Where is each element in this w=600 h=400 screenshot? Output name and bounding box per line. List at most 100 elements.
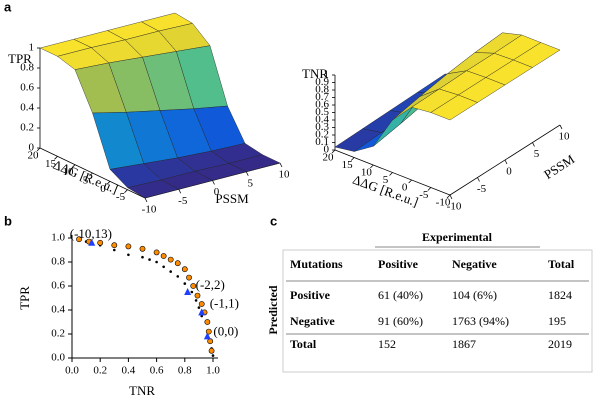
point xyxy=(160,253,167,259)
point xyxy=(139,245,146,252)
tick-mark xyxy=(532,142,535,147)
x-tick-label: 5 xyxy=(383,174,389,186)
point xyxy=(76,236,82,243)
point xyxy=(190,283,197,289)
table-header: Negative xyxy=(452,257,497,271)
point xyxy=(155,260,158,264)
point xyxy=(194,299,198,302)
tick-mark xyxy=(71,164,76,168)
tick-mark xyxy=(106,181,111,185)
x-tick-label: 0.4 xyxy=(122,365,136,377)
table-cell: 152 xyxy=(378,337,396,351)
annotation: (-2,2) xyxy=(196,277,225,292)
point xyxy=(148,258,151,261)
z-tick-label: 0.2 xyxy=(20,122,34,134)
x-tick-label: -10 xyxy=(436,197,451,209)
tick-mark xyxy=(370,164,374,169)
point xyxy=(198,308,206,316)
x-tick-label: 0.0 xyxy=(65,365,79,377)
point xyxy=(167,256,174,263)
x-tick-label: 1.0 xyxy=(206,365,220,377)
z-tick-label: 0.6 xyxy=(315,99,329,111)
point xyxy=(127,253,130,257)
x-tick-label: 5 xyxy=(83,175,89,187)
x-tick-label: 0.8 xyxy=(178,365,192,377)
y-axis-label: PSSM xyxy=(541,151,577,182)
y-tick-label: 0.6 xyxy=(51,280,65,292)
point xyxy=(141,255,144,259)
tick-mark xyxy=(446,194,451,199)
y-tick-label: 5 xyxy=(248,177,254,189)
tick-mark xyxy=(144,197,148,203)
y-tick-label: 10 xyxy=(559,131,571,143)
y-tick-label: 0 xyxy=(506,166,512,178)
x-tick-label: 15 xyxy=(45,158,57,170)
z-tick-label: 0.9 xyxy=(315,76,329,88)
z-tick-label: 0.7 xyxy=(315,91,329,103)
y-tick-label: 0 xyxy=(214,186,220,198)
table-title: Experimental xyxy=(422,230,493,244)
point xyxy=(153,249,160,256)
point xyxy=(203,332,211,340)
table-cell: 91 (60%) xyxy=(378,314,423,328)
x-tick-label: 0.2 xyxy=(93,365,107,377)
table-cell: 1763 (94%) xyxy=(452,314,509,328)
point xyxy=(190,290,194,294)
point xyxy=(208,347,215,354)
table-cell: 1867 xyxy=(452,337,476,351)
tick-mark xyxy=(504,159,508,165)
point xyxy=(204,319,211,325)
tick-mark xyxy=(279,162,283,168)
tick-mark xyxy=(54,156,58,160)
z-tick-label: 0.8 xyxy=(315,84,329,96)
point xyxy=(174,260,181,267)
table-cell: 1824 xyxy=(548,288,572,302)
y-tick-label: 1.0 xyxy=(51,232,65,244)
y-tick-label: 0.0 xyxy=(51,352,65,364)
table-cell: 2019 xyxy=(548,337,572,351)
y-axis-label: TPR xyxy=(17,286,32,310)
tick-mark xyxy=(408,179,412,184)
panel-label: c xyxy=(270,213,277,228)
point xyxy=(186,274,192,281)
tick-mark xyxy=(427,187,432,191)
y-tick-label: 0.2 xyxy=(51,328,65,340)
z-tick-label: 0.1 xyxy=(315,136,329,148)
z-tick-label: 0 xyxy=(324,144,330,156)
tick-mark xyxy=(178,189,182,194)
panel-label: a xyxy=(4,0,12,14)
y-axis-label: PSSM xyxy=(215,191,249,206)
x-tick-label: 15 xyxy=(342,159,354,171)
z-tick-label: 0.8 xyxy=(20,62,34,74)
table-cell: 104 (6%) xyxy=(452,288,497,302)
tick-mark xyxy=(449,194,453,200)
tick-mark xyxy=(331,149,336,154)
tick-mark xyxy=(124,189,128,193)
point xyxy=(197,306,201,309)
z-tick-label: 0.4 xyxy=(20,102,34,114)
z-axis-label: TPR xyxy=(8,51,32,66)
x-tick-label: 0.6 xyxy=(150,365,164,377)
y-tick-label: 0.4 xyxy=(51,304,65,316)
point xyxy=(125,243,132,250)
x-tick-label: 20 xyxy=(323,152,335,164)
table-side: Predicted xyxy=(266,285,280,334)
point xyxy=(194,292,201,299)
table-header: Positive xyxy=(378,257,419,271)
z-tick-label: 0.3 xyxy=(315,121,329,133)
annotation: (-10,13) xyxy=(70,226,112,241)
tick-mark xyxy=(389,172,393,176)
point xyxy=(176,275,180,278)
z-tick-label: 0.2 xyxy=(315,129,329,141)
z-tick-label: 1 xyxy=(324,69,330,81)
x-tick-label: -5 xyxy=(116,191,126,203)
tick-mark xyxy=(89,172,93,177)
surface-patch xyxy=(126,179,180,199)
point xyxy=(211,354,215,357)
x-tick-label: 0 xyxy=(100,183,106,195)
table-cell: 61 (40%) xyxy=(378,288,423,302)
point xyxy=(113,248,116,252)
annotation: (-1,1) xyxy=(210,295,239,310)
z-axis-label: TNR xyxy=(302,66,328,81)
